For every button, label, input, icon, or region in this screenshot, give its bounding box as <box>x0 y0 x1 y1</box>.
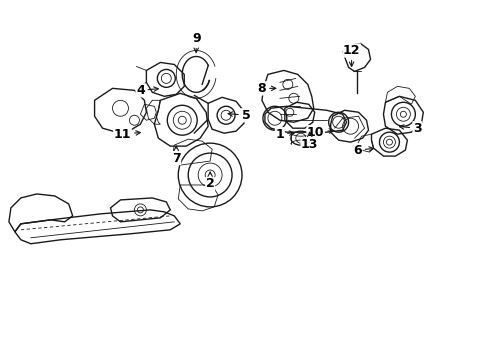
Text: 6: 6 <box>353 144 373 157</box>
Text: 1: 1 <box>275 128 294 141</box>
Text: 8: 8 <box>258 82 276 95</box>
Text: 5: 5 <box>228 109 250 122</box>
Text: 7: 7 <box>172 146 181 165</box>
Text: 13: 13 <box>301 132 318 150</box>
Text: 10: 10 <box>307 126 334 139</box>
Text: 2: 2 <box>206 172 215 190</box>
Text: 9: 9 <box>192 32 200 53</box>
Text: 4: 4 <box>136 84 158 97</box>
Text: 3: 3 <box>399 122 422 135</box>
Text: 12: 12 <box>343 44 360 66</box>
Text: 11: 11 <box>114 128 141 141</box>
